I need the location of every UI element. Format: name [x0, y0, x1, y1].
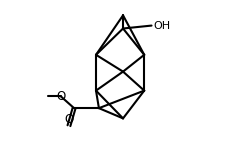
Text: O: O [56, 90, 65, 103]
Text: O: O [64, 113, 73, 126]
Text: OH: OH [152, 21, 169, 31]
